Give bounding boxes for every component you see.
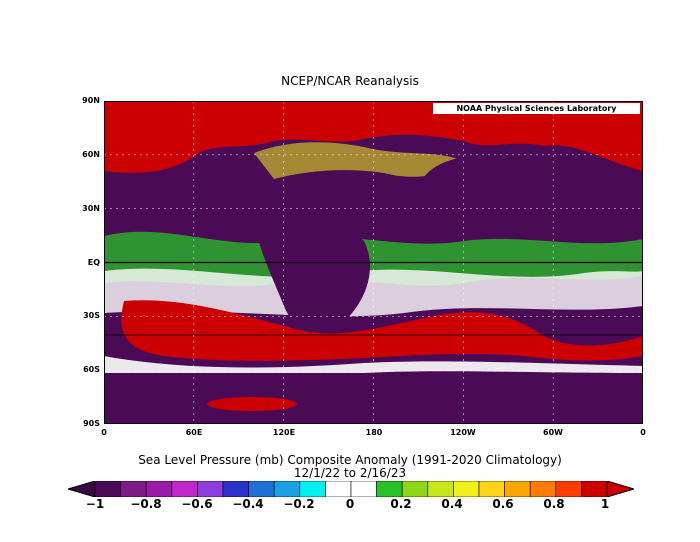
colorbar-swatch bbox=[171, 481, 198, 497]
colorbar-label: 0 bbox=[345, 497, 355, 511]
colorbar bbox=[68, 481, 634, 497]
lat-label: 30N bbox=[82, 204, 100, 213]
negative-anomaly-west-pacific bbox=[254, 216, 370, 334]
colorbar-label: 0.4 bbox=[441, 497, 463, 511]
lon-label: 0 bbox=[640, 428, 646, 437]
colorbar-label: 0.8 bbox=[543, 497, 565, 511]
colorbar-swatch bbox=[299, 481, 326, 497]
colorbar-label: −1 bbox=[85, 497, 105, 511]
colorbar-label: −0.8 bbox=[130, 497, 162, 511]
colorbar-label: −0.6 bbox=[181, 497, 213, 511]
colorbar-swatch bbox=[453, 481, 480, 497]
neutral-band-north bbox=[254, 142, 464, 179]
colorbar-swatch bbox=[197, 481, 224, 497]
colorbar-swatch bbox=[94, 481, 121, 497]
colorbar-label: −0.2 bbox=[283, 497, 315, 511]
colorbar-swatch bbox=[581, 481, 608, 497]
lon-label: 60E bbox=[185, 428, 203, 437]
lon-label: 60W bbox=[543, 428, 563, 437]
anomaly-map bbox=[104, 101, 643, 424]
colorbar-label: 0.6 bbox=[492, 497, 514, 511]
plot-title: NCEP/NCAR Reanalysis bbox=[281, 74, 419, 88]
colorbar-swatch bbox=[248, 481, 275, 497]
lat-label: 30S bbox=[83, 311, 100, 320]
lat-label: 60N bbox=[82, 150, 100, 159]
lon-label: 120W bbox=[450, 428, 476, 437]
colorbar-swatch bbox=[325, 481, 352, 497]
positive-anomaly-antarctic-blob bbox=[207, 397, 297, 411]
lat-label: EQ bbox=[87, 258, 100, 267]
colorbar-swatch bbox=[222, 481, 249, 497]
lon-label: 120E bbox=[272, 428, 296, 437]
colorbar-label: −0.4 bbox=[232, 497, 264, 511]
variable-title: Sea Level Pressure (mb) Composite Anomal… bbox=[138, 453, 562, 467]
neutral-band-tropics-white bbox=[104, 268, 643, 317]
colorbar-swatch bbox=[273, 481, 301, 497]
colorbar-label: 1 bbox=[600, 497, 610, 511]
colorbar-over-arrow bbox=[606, 481, 634, 497]
colorbar-label: 0.2 bbox=[390, 497, 412, 511]
date-range: 12/1/22 to 2/16/23 bbox=[293, 466, 407, 480]
lon-label: 0 bbox=[101, 428, 107, 437]
colorbar-swatch bbox=[504, 481, 531, 497]
colorbar-swatch bbox=[120, 481, 147, 497]
positive-anomaly-southern-ocean bbox=[121, 300, 643, 361]
positive-anomaly-arctic bbox=[104, 101, 643, 173]
colorbar-swatch bbox=[427, 481, 454, 497]
lat-label: 90N bbox=[82, 96, 100, 105]
colorbar-under-arrow bbox=[68, 481, 96, 497]
credit-label: NOAA Physical Sciences Laboratory bbox=[433, 103, 640, 114]
negative-anomaly-antarctic bbox=[104, 373, 643, 424]
lon-label: 180 bbox=[365, 428, 383, 437]
colorbar-swatch bbox=[478, 481, 505, 497]
colorbar-swatch bbox=[555, 481, 582, 497]
map-frame bbox=[104, 101, 643, 424]
colorbar-swatch bbox=[376, 481, 403, 497]
colorbar-swatch bbox=[350, 481, 377, 497]
colorbar-swatch bbox=[529, 481, 557, 497]
lat-label: 60S bbox=[83, 365, 100, 374]
colorbar-swatch bbox=[145, 481, 173, 497]
colorbar-swatch bbox=[401, 481, 429, 497]
negative-anomaly-north-pacific bbox=[419, 156, 539, 226]
lat-label: 90S bbox=[83, 419, 100, 428]
